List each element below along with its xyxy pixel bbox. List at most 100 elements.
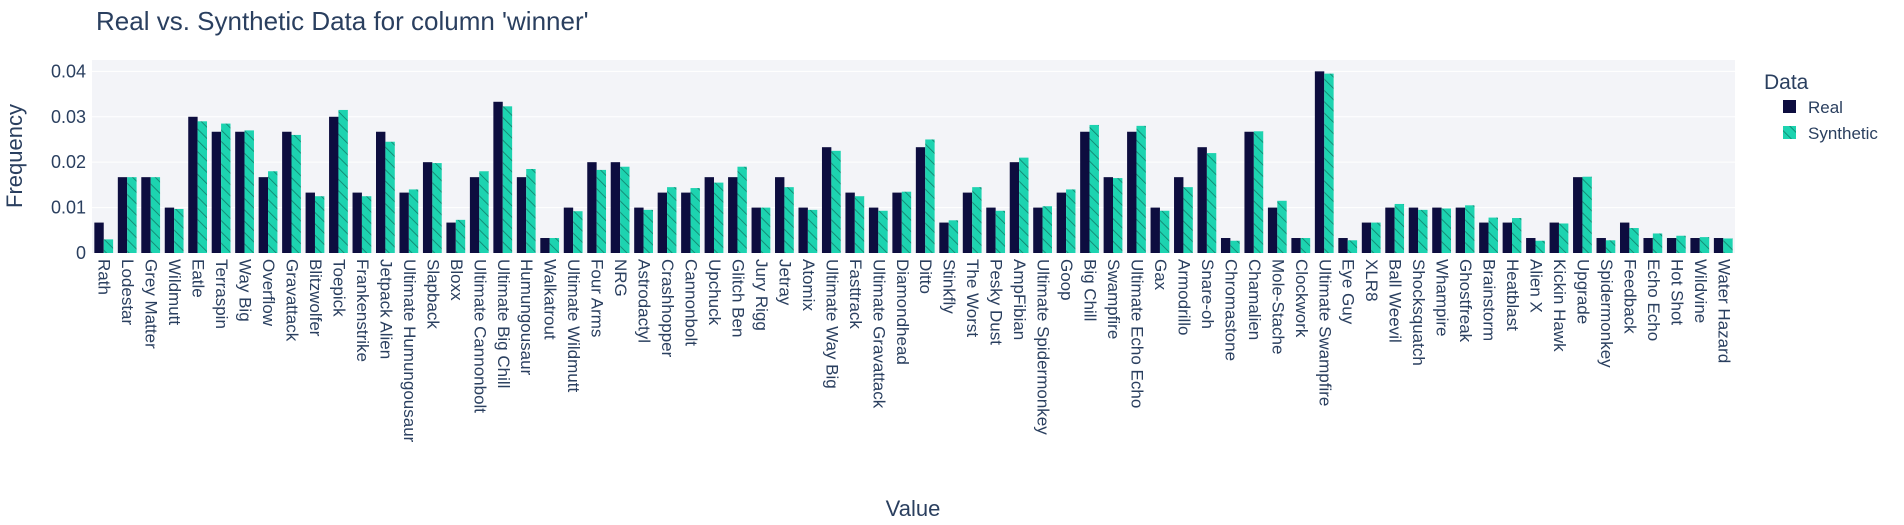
bar-real	[446, 222, 456, 253]
bar-real	[1432, 207, 1442, 253]
x-tick-label: Lodestar	[118, 259, 137, 325]
x-tick-label: Ultimate Echo Echo	[1127, 259, 1146, 408]
x-tick-label: Brainstorm	[1480, 259, 1499, 341]
x-tick-label: Grey Matter	[142, 259, 161, 349]
legend: Data Real Synthetic	[1764, 71, 1878, 143]
bar-synthetic	[1347, 240, 1358, 253]
x-tick-label: Toepick	[329, 259, 348, 317]
bar-synthetic	[1676, 235, 1686, 253]
bar-real	[305, 192, 315, 253]
x-axis: Rath Lodestar Grey Matter Wildmutt Eatle Terr…	[95, 259, 1734, 443]
bar-real	[1666, 238, 1677, 253]
bar-synthetic	[620, 166, 630, 253]
bar-real	[1713, 238, 1724, 253]
bar-synthetic	[854, 196, 865, 253]
x-tick-label: Frankenstrike	[353, 259, 372, 362]
bar-real	[1549, 222, 1559, 253]
x-tick-label: Alien X	[1526, 259, 1545, 313]
bar-real	[1455, 207, 1466, 253]
bar-synthetic	[1159, 210, 1170, 253]
bar-synthetic	[103, 239, 114, 253]
bar-synthetic	[573, 211, 583, 253]
bar-synthetic	[408, 189, 419, 253]
x-tick-label: Wildvine	[1691, 259, 1710, 323]
x-tick-label: Wildmutt	[165, 259, 184, 325]
bar-real	[1080, 131, 1090, 253]
bar-real	[657, 192, 668, 253]
bar-real	[751, 207, 761, 253]
legend-title: Data	[1764, 71, 1809, 94]
bar-real	[1103, 177, 1114, 253]
bar-synthetic	[221, 123, 231, 253]
bar-real	[962, 192, 973, 253]
bar-synthetic	[479, 171, 489, 253]
bar-synthetic	[291, 134, 301, 253]
bar-synthetic	[174, 208, 184, 253]
bar-synthetic	[455, 219, 466, 253]
legend-swatch-synthetic	[1783, 126, 1796, 139]
x-tick-label: Chamalien	[1245, 259, 1264, 340]
x-tick-label: Ultimate Big Chill	[494, 259, 513, 388]
bar-synthetic	[1277, 200, 1287, 253]
bar-synthetic	[831, 150, 841, 253]
bar-real	[986, 207, 996, 253]
bar-synthetic	[1136, 125, 1146, 253]
x-tick-label: Gax	[1151, 259, 1170, 291]
x-tick-label: NRG	[611, 259, 630, 297]
bar-synthetic	[760, 207, 771, 253]
bar-real	[563, 207, 574, 253]
bar-real	[1408, 207, 1419, 253]
bar-real	[704, 177, 714, 253]
bar-synthetic	[713, 182, 724, 253]
bar-synthetic	[1629, 228, 1639, 253]
bar-synthetic	[737, 166, 747, 253]
bar-synthetic	[948, 220, 959, 253]
x-tick-label: Clockwork	[1292, 259, 1311, 338]
x-tick-label: Atomix	[799, 259, 818, 311]
bar-real	[1150, 207, 1160, 253]
bar-synthetic	[1488, 217, 1498, 253]
bar-real	[1244, 131, 1254, 253]
bar-synthetic	[925, 139, 935, 253]
bar-synthetic	[1418, 209, 1428, 253]
bar-real	[1127, 131, 1137, 253]
bar-real	[1502, 222, 1513, 253]
bar-real	[915, 147, 926, 253]
bar-synthetic	[1371, 222, 1381, 253]
bar-synthetic	[1535, 240, 1545, 253]
x-tick-label: Big Chill	[1081, 259, 1100, 321]
x-tick-label: AmpFibian	[1010, 259, 1029, 340]
bar-synthetic	[1066, 189, 1076, 253]
bar-synthetic	[1230, 240, 1240, 253]
x-tick-label: Whampire	[1433, 259, 1452, 336]
bar-real	[376, 131, 386, 253]
bar-synthetic	[1183, 187, 1193, 253]
x-tick-label: Hot Shot	[1667, 259, 1686, 325]
x-tick-label: Swampfire	[1104, 259, 1123, 339]
x-tick-label: Cannonbolt	[682, 259, 701, 346]
bar-real	[681, 192, 691, 253]
bar-synthetic	[1300, 238, 1311, 253]
bar-real	[1291, 238, 1301, 253]
x-tick-label: Heatblast	[1503, 259, 1522, 331]
x-tick-label: Four Arms	[588, 259, 607, 337]
y-tick-label: 0.02	[51, 152, 86, 172]
bar-real	[211, 131, 222, 253]
bar-real	[141, 177, 151, 253]
x-tick-label: Ultimate Way Big	[822, 259, 841, 389]
x-tick-label: Ultimate Cannonbolt	[470, 259, 489, 413]
bar-real	[1174, 177, 1184, 253]
x-tick-label: Jetray	[775, 259, 794, 306]
x-tick-label: Pesky Dust	[987, 259, 1006, 345]
x-tick-label: Echo Echo	[1644, 259, 1663, 341]
bar-real	[728, 177, 738, 253]
bar-real	[1643, 238, 1653, 253]
bar-synthetic	[1324, 73, 1334, 253]
bar-synthetic	[150, 177, 161, 253]
x-tick-label: Armodrillo	[1174, 259, 1193, 336]
bar-synthetic	[197, 121, 208, 254]
bar-synthetic	[502, 106, 513, 253]
x-tick-label: Way Big	[236, 259, 255, 322]
x-tick-label: Upchuck	[705, 259, 724, 326]
chart-title: Real vs. Synthetic Data for column 'winn…	[96, 6, 589, 36]
